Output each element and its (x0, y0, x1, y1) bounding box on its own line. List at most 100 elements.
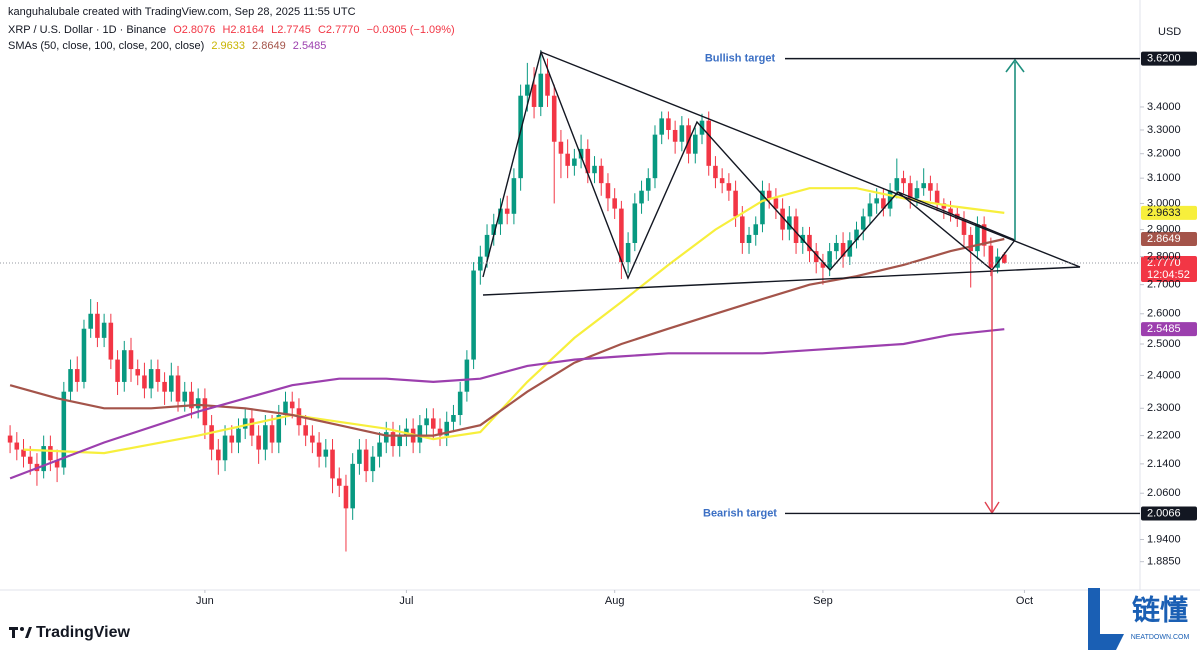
candle-body (316, 442, 322, 457)
change: −0.0305 (−1.09%) (366, 24, 455, 36)
y-tick-label: 2.8000 (1147, 251, 1181, 263)
candle-body (457, 391, 463, 416)
y-tick-label: 2.4000 (1147, 369, 1181, 381)
candle-body (216, 449, 221, 461)
candle-body (383, 432, 389, 443)
candle-body (498, 208, 503, 225)
x-tick-label: Aug (605, 595, 625, 607)
candle-body (847, 240, 853, 257)
candle-body (619, 208, 624, 263)
candle-body (860, 216, 866, 230)
candle-body (108, 322, 114, 360)
candle-body (484, 234, 490, 257)
candle-body (310, 435, 315, 443)
low: L2.7745 (271, 24, 311, 36)
sma-50-value: 2.9633 (211, 40, 245, 52)
high: H2.8164 (222, 24, 265, 36)
candle-body (115, 359, 120, 382)
candle-body (236, 428, 241, 443)
moving-averages (9, 187, 1005, 480)
candle-body (988, 245, 994, 268)
x-tick-label: Sep (813, 595, 833, 607)
target-name: Bearish target (703, 507, 777, 519)
candle-body (169, 375, 174, 392)
candle-body (659, 118, 664, 135)
candle-body (222, 435, 228, 461)
candle-body (444, 421, 450, 436)
sma-badge (1141, 322, 1197, 337)
sma-badge-label: 2.9633 (1147, 207, 1181, 219)
candle-body (551, 95, 557, 142)
candle-body (121, 350, 127, 382)
y-tick-label: 2.7000 (1147, 279, 1181, 291)
y-tick-label: 3.0000 (1147, 197, 1181, 209)
candle-body (632, 203, 638, 243)
candle-body (740, 216, 745, 243)
candle-body (598, 165, 604, 184)
candle-body (135, 369, 140, 376)
last-price-badge (1141, 255, 1197, 282)
sma-line (23, 187, 1005, 455)
y-tick-label: 3.4000 (1147, 101, 1181, 113)
candle-body (820, 262, 826, 268)
candle-body (195, 398, 201, 409)
candle-body (370, 456, 376, 472)
candle-body (807, 234, 812, 252)
candle-body (887, 190, 893, 209)
candle-body (726, 183, 732, 191)
target-badge (1141, 506, 1197, 521)
candle-body (719, 178, 725, 184)
candle-body (276, 415, 282, 443)
candle-body (901, 178, 906, 184)
candle-body (209, 425, 214, 450)
candle-body (1002, 254, 1007, 263)
sma-200-value: 2.5485 (292, 40, 327, 52)
target-badge-label: 2.0066 (1147, 507, 1181, 519)
pattern-drawing (482, 49, 1081, 296)
candle-body (780, 208, 785, 230)
candle-body (914, 188, 920, 199)
y-tick-label: 2.5000 (1147, 338, 1181, 350)
candle-body (464, 359, 470, 392)
credit: kanguhalubale created with TradingView.c… (8, 6, 356, 18)
y-tick-label: 3.1000 (1147, 172, 1181, 184)
candle-body (713, 165, 718, 179)
candle-body (504, 208, 510, 214)
candle-body (666, 118, 671, 130)
candle-body (639, 190, 644, 204)
candle-body (518, 95, 523, 179)
candle-body (148, 369, 154, 389)
x-tick-label: Oct (1016, 595, 1033, 607)
candle-body (793, 216, 799, 243)
candle-body (572, 158, 577, 166)
close: C2.7770 (317, 24, 360, 36)
target-name: Bullish target (705, 53, 776, 65)
candle-body (101, 322, 107, 338)
candle-body (645, 178, 651, 191)
y-tick-label: 3.3000 (1147, 124, 1181, 136)
candle-body (760, 190, 765, 225)
candle-body (894, 178, 900, 191)
symbol: XRP / U.S. Dollar · 1D · Binance (8, 24, 167, 36)
candle-body (867, 203, 873, 217)
logo-slash (25, 627, 32, 638)
candle-body (827, 251, 832, 268)
candle-body (941, 203, 947, 209)
candle-body (424, 418, 429, 426)
logo-dot (20, 627, 24, 631)
candle-body (679, 125, 685, 142)
candle-body (773, 198, 779, 209)
candle-body (753, 224, 759, 235)
watermark-icon (1088, 588, 1124, 650)
candle-body (881, 198, 886, 209)
candle-body (128, 350, 134, 370)
candle-body (74, 369, 80, 382)
candle-body (289, 401, 295, 409)
candle-body (48, 446, 53, 461)
candle-body (693, 134, 698, 154)
candle-body (95, 313, 100, 338)
candle-body (652, 134, 658, 179)
candle-body (142, 375, 147, 389)
